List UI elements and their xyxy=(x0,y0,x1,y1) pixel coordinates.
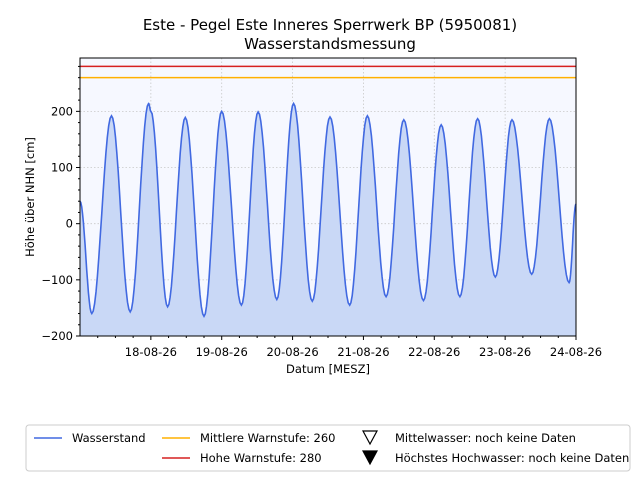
y-tick-label: −200 xyxy=(41,329,73,343)
legend-triangle-marker xyxy=(361,450,379,466)
x-tick-label: 23-08-26 xyxy=(479,345,531,359)
x-tick-label: 21-08-26 xyxy=(337,345,389,359)
axis-ticks: −200 −100 0 100 200 18-08-26 19-08-26 20-08-26 2… xyxy=(41,65,602,359)
legend-triangle-marker xyxy=(361,430,379,446)
chart-subtitle: Wasserstandsmessung xyxy=(244,35,416,53)
legend-label: Mittelwasser: noch keine Daten xyxy=(395,431,576,445)
x-tick-label: 24-08-26 xyxy=(550,345,602,359)
legend-label: Mittlere Warnstufe: 260 xyxy=(200,431,336,445)
y-tick-label: 0 xyxy=(66,217,73,231)
y-tick-label: 100 xyxy=(51,161,73,175)
y-tick-label: 200 xyxy=(51,104,73,118)
y-axis-label: Höhe über NHN [cm] xyxy=(23,137,37,257)
legend-label: Wasserstand xyxy=(72,431,146,445)
x-tick-label: 20-08-26 xyxy=(266,345,318,359)
x-tick-label: 18-08-26 xyxy=(125,345,177,359)
water-level-line xyxy=(79,101,577,319)
y-tick-label: −100 xyxy=(41,273,73,287)
x-tick-label: 19-08-26 xyxy=(196,345,248,359)
x-axis-label: Datum [MESZ] xyxy=(286,362,370,376)
legend: Wasserstand Mittlere Warnstufe: 260 Hohe W… xyxy=(25,424,631,472)
threshold-lines xyxy=(80,65,576,79)
water-level-area xyxy=(80,103,576,336)
legend-label: Hohe Warnstufe: 280 xyxy=(200,451,322,465)
x-tick-label: 22-08-26 xyxy=(408,345,460,359)
legend-label: Höchstes Hochwasser: noch keine Daten xyxy=(395,451,629,465)
chart-title: Este - Pegel Este Inneres Sperrwerk BP (… xyxy=(143,16,517,34)
legend-box xyxy=(25,424,631,472)
